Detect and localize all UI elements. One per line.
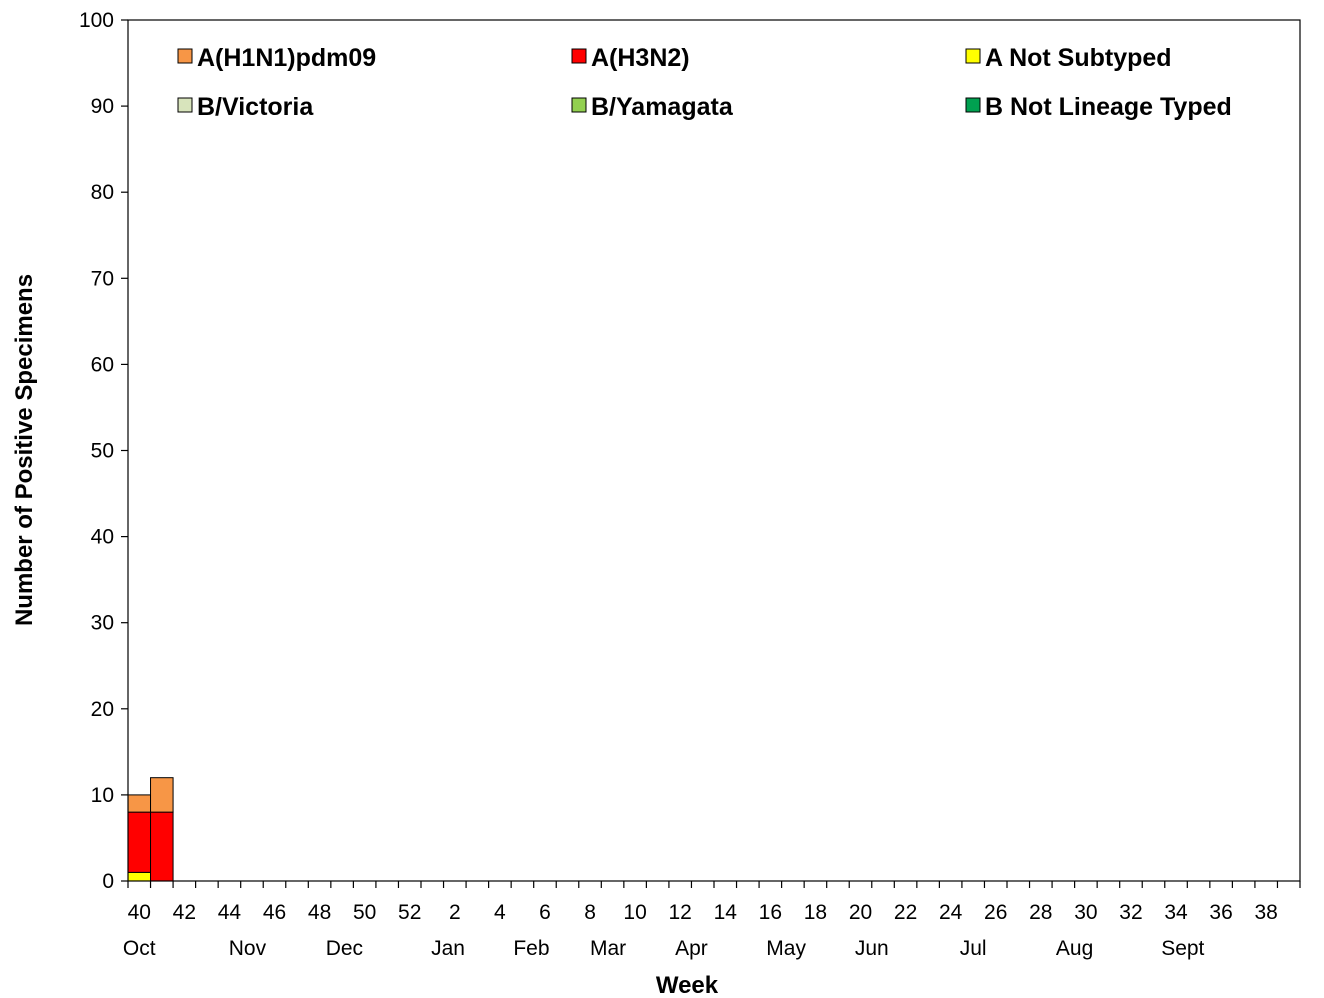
month-label: Oct <box>123 937 156 960</box>
x-tick-label: 40 <box>128 901 151 924</box>
legend-label: B/Yamagata <box>591 93 734 121</box>
month-label: Jun <box>855 937 889 960</box>
x-tick-label: 2 <box>449 901 461 924</box>
legend: A(H1N1)pdm09 A(H3N2) A Not Subtyped B/Victo… <box>177 44 1232 121</box>
legend-swatch <box>571 97 587 113</box>
y-tick-label: 100 <box>79 9 114 32</box>
bar-series <box>127 777 174 882</box>
x-tick-label: 24 <box>939 901 963 924</box>
x-tick-label: 12 <box>669 901 692 924</box>
y-tick-label: 60 <box>91 353 114 376</box>
x-tick-label: 44 <box>218 901 242 924</box>
x-tick-label: 10 <box>623 901 646 924</box>
x-tick-label: 22 <box>894 901 917 924</box>
x-tick-label: 32 <box>1119 901 1142 924</box>
x-axis-title: Week <box>656 972 719 998</box>
legend-swatch <box>965 97 981 113</box>
legend-label: A(H1N1)pdm09 <box>197 44 376 72</box>
y-tick-label: 50 <box>91 440 114 463</box>
bar-segment <box>150 811 174 882</box>
legend-swatch <box>177 48 193 64</box>
legend-label: A(H3N2) <box>591 44 690 72</box>
x-tick-label: 50 <box>353 901 376 924</box>
y-tick-label: 80 <box>91 181 114 204</box>
x-tick-label: 42 <box>173 901 196 924</box>
x-tick-label: 16 <box>759 901 782 924</box>
month-label: Aug <box>1056 937 1093 960</box>
x-tick-label: 6 <box>539 901 551 924</box>
x-tick-label: 52 <box>398 901 421 924</box>
legend-label: A Not Subtyped <box>985 44 1172 72</box>
month-label: Nov <box>229 937 267 960</box>
x-tick-label: 26 <box>984 901 1007 924</box>
month-label: Dec <box>326 937 363 960</box>
y-tick-label: 70 <box>91 267 114 290</box>
y-tick-label: 40 <box>91 526 114 549</box>
x-tick-label: 34 <box>1164 901 1188 924</box>
plot-frame <box>127 19 1301 882</box>
x-tick-label: 20 <box>849 901 872 924</box>
y-tick-label: 30 <box>91 612 114 635</box>
month-label: Jan <box>431 937 465 960</box>
x-tick-label: 30 <box>1074 901 1097 924</box>
x-tick-label: 28 <box>1029 901 1052 924</box>
month-label: Apr <box>675 937 708 960</box>
legend-swatch <box>965 48 981 64</box>
bar-segment <box>150 777 174 813</box>
y-tick-label: 10 <box>91 784 114 807</box>
legend-swatch <box>177 97 193 113</box>
x-tick-label: 46 <box>263 901 286 924</box>
bar-segment <box>127 871 152 882</box>
y-axis-title: Number of Positive Specimens <box>11 274 38 626</box>
y-tick-label: 90 <box>91 95 114 118</box>
legend-swatch <box>571 48 587 64</box>
x-tick-label: 48 <box>308 901 331 924</box>
bar-segment <box>127 811 152 873</box>
month-label: May <box>766 937 806 960</box>
y-tick-label: 20 <box>91 698 114 721</box>
y-tick-label: 0 <box>102 870 114 893</box>
x-tick-label: 38 <box>1255 901 1278 924</box>
x-tick-label: 36 <box>1209 901 1232 924</box>
month-label: Sept <box>1161 937 1204 960</box>
x-tick-label: 8 <box>584 901 596 924</box>
legend-label: B/Victoria <box>197 93 314 121</box>
bar-segment <box>127 794 152 813</box>
month-label: Mar <box>590 937 626 960</box>
month-label: Feb <box>513 937 549 960</box>
x-tick-label: 18 <box>804 901 827 924</box>
x-tick-label: 14 <box>714 901 738 924</box>
x-tick-label: 4 <box>494 901 506 924</box>
legend-label: B Not Lineage Typed <box>985 93 1232 121</box>
month-label: Jul <box>960 937 987 960</box>
